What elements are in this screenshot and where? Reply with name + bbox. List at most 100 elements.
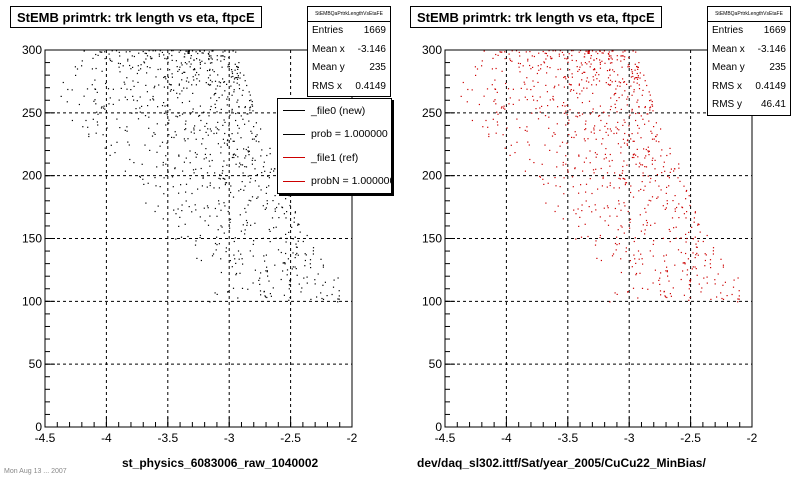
- data-point: [238, 190, 240, 192]
- data-point: [181, 72, 183, 74]
- data-point: [295, 246, 298, 248]
- data-point: [139, 175, 141, 177]
- data-point: [124, 96, 126, 98]
- data-point: [242, 263, 244, 265]
- data-point: [629, 218, 632, 220]
- data-point: [175, 213, 177, 215]
- data-point: [71, 89, 73, 91]
- data-point: [227, 64, 229, 66]
- data-point: [666, 270, 668, 272]
- data-point: [646, 113, 648, 115]
- data-point: [173, 209, 175, 211]
- data-point: [302, 240, 304, 243]
- data-point: [146, 66, 148, 68]
- data-point: [680, 237, 682, 239]
- data-point: [649, 100, 651, 102]
- data-point: [304, 265, 306, 267]
- data-point: [599, 105, 601, 107]
- data-point: [588, 206, 590, 208]
- data-point: [286, 237, 288, 240]
- data-point: [218, 243, 220, 245]
- data-point: [650, 130, 652, 132]
- data-point: [519, 63, 521, 65]
- data-point: [497, 124, 499, 126]
- data-point: [647, 175, 649, 177]
- data-point: [685, 190, 687, 192]
- data-point: [639, 72, 641, 74]
- data-point: [602, 176, 604, 178]
- data-point: [268, 177, 270, 179]
- data-point: [683, 262, 685, 264]
- data-point: [590, 57, 592, 59]
- data-point: [595, 240, 597, 242]
- x-tick-label: -4: [501, 431, 512, 445]
- data-point: [658, 185, 660, 187]
- data-point: [590, 55, 592, 57]
- data-point: [663, 291, 665, 293]
- data-point: [599, 234, 601, 237]
- data-point: [624, 205, 626, 207]
- data-point: [599, 129, 601, 131]
- data-point: [269, 230, 271, 232]
- data-point: [293, 221, 295, 223]
- data-point: [593, 132, 595, 134]
- data-point: [245, 148, 247, 151]
- data-point: [309, 263, 311, 265]
- data-point: [539, 175, 541, 177]
- data-point: [685, 252, 687, 255]
- data-point: [558, 53, 560, 55]
- data-point: [587, 235, 589, 238]
- data-point: [233, 140, 235, 142]
- data-point: [193, 59, 195, 61]
- data-point: [338, 298, 340, 300]
- data-point: [244, 233, 246, 235]
- data-point: [88, 133, 90, 135]
- data-point: [265, 270, 267, 272]
- data-point: [271, 217, 274, 219]
- data-point: [592, 69, 595, 71]
- data-point: [545, 58, 547, 60]
- data-point: [139, 96, 141, 98]
- data-point: [596, 153, 598, 155]
- data-point: [611, 50, 613, 52]
- data-point: [609, 74, 611, 76]
- data-point: [500, 107, 503, 109]
- data-point: [636, 77, 638, 79]
- data-point: [283, 213, 285, 215]
- data-point: [659, 277, 661, 279]
- data-point: [704, 259, 706, 262]
- data-point: [720, 258, 722, 260]
- left-stats-row-mean-y: Mean y 235: [308, 59, 390, 78]
- data-point: [594, 69, 596, 71]
- data-point: [163, 177, 165, 179]
- data-point: [187, 50, 189, 52]
- data-point: [132, 66, 134, 68]
- data-point: [280, 251, 282, 254]
- data-point: [474, 66, 476, 68]
- data-point: [628, 125, 630, 127]
- data-point: [648, 91, 650, 93]
- data-point: [231, 133, 233, 135]
- data-point: [254, 168, 256, 170]
- data-point: [245, 211, 247, 213]
- data-point: [568, 53, 570, 55]
- data-point: [636, 66, 638, 68]
- data-point: [146, 91, 148, 93]
- data-point: [201, 185, 203, 187]
- data-point: [94, 88, 96, 90]
- data-point: [131, 55, 133, 57]
- data-point: [234, 63, 236, 65]
- data-point: [220, 146, 222, 148]
- data-point: [644, 229, 646, 231]
- data-point: [631, 71, 633, 73]
- data-point: [568, 83, 570, 85]
- data-point: [181, 90, 183, 92]
- data-point: [266, 266, 268, 268]
- data-point: [537, 81, 539, 83]
- data-point: [640, 137, 642, 139]
- data-point: [631, 94, 633, 96]
- data-point: [178, 192, 180, 194]
- data-point: [686, 211, 688, 213]
- data-point: [213, 132, 215, 135]
